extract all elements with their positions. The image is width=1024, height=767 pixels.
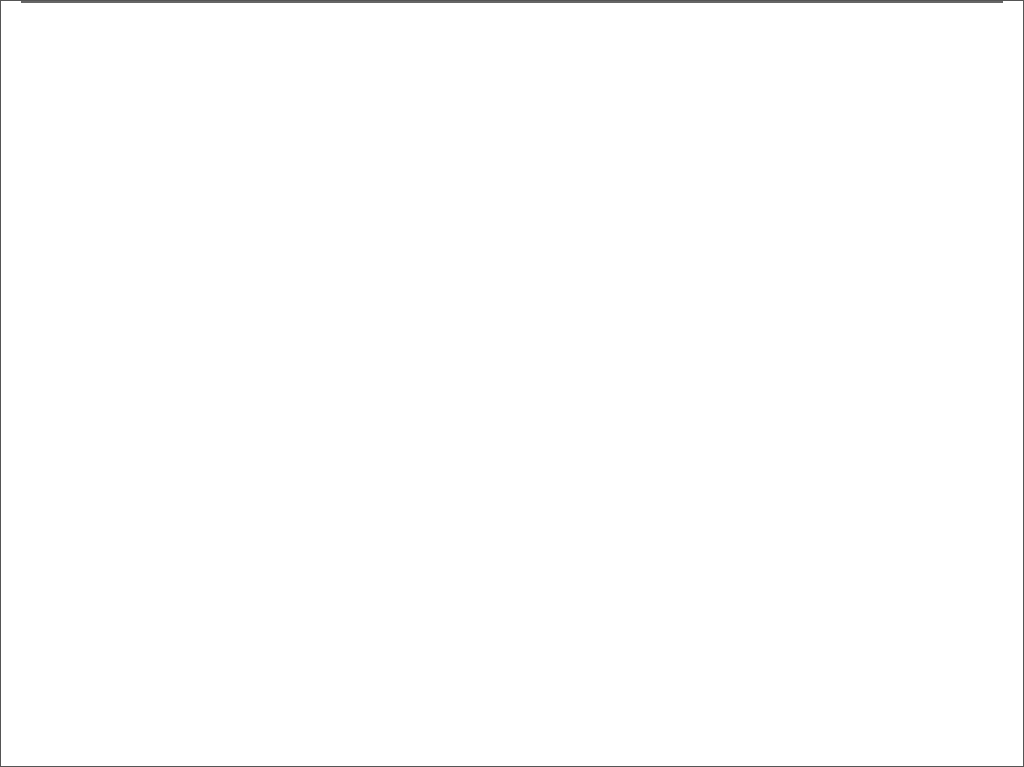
slide: [0, 0, 1024, 767]
title-underline: [21, 1, 1003, 3]
diagram-canvas: [1, 1, 1024, 767]
